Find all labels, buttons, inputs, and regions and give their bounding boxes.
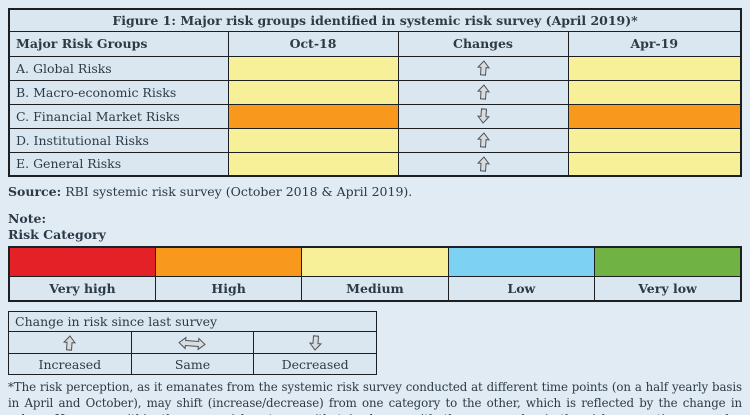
oct18-risk-cell	[227, 127, 399, 153]
change-legend-title-row: Change in risk since last survey	[8, 311, 377, 332]
change-cell	[397, 79, 569, 105]
oct18-risk-cell	[227, 79, 399, 105]
col-header-oct18: Oct-18	[227, 30, 399, 57]
very-high-label: Very high	[8, 275, 156, 302]
up-arrow-icon	[476, 60, 490, 76]
change-legend-arrow-row	[8, 331, 377, 354]
figure-title-row: Figure 1: Major risk groups identified i…	[8, 8, 742, 32]
source-line: Source: RBI systemic risk survey (Octobe…	[8, 184, 742, 199]
risk-group-label: B. Macro-economic Risks	[8, 79, 229, 105]
down-arrow-icon	[308, 335, 322, 351]
increased-label: Increased	[8, 353, 132, 375]
table-row-general-risks: E. General Risks	[8, 151, 742, 177]
high-swatch	[154, 246, 303, 277]
medium-label: Medium	[301, 275, 449, 302]
low-label: Low	[447, 275, 596, 302]
decreased-arrow-cell	[253, 331, 377, 354]
risk-group-label: C. Financial Market Risks	[8, 103, 229, 129]
very-high-swatch	[8, 246, 156, 277]
table-row-global-risks: A. Global Risks	[8, 55, 742, 81]
scale-swatch-row	[8, 246, 742, 277]
table-row-financial-market-risks: C. Financial Market Risks	[8, 103, 742, 129]
risk-category-label: Risk Category	[8, 227, 106, 242]
increased-arrow-cell	[8, 331, 132, 354]
figure-title: Figure 1: Major risk groups identified i…	[8, 8, 742, 32]
change-cell	[397, 127, 569, 153]
down-arrow-icon	[476, 108, 490, 125]
footnote: *The risk perception, as it emanates fro…	[8, 380, 742, 415]
apr19-risk-cell	[567, 79, 742, 105]
up-arrow-icon	[476, 156, 490, 172]
apr19-risk-cell	[567, 127, 742, 153]
col-header-major-risk-groups: Major Risk Groups	[8, 30, 229, 57]
oct18-risk-cell	[227, 151, 399, 177]
change-legend-label-row: Increased Same Decreased	[8, 353, 377, 375]
col-header-apr19: Apr-19	[567, 30, 742, 57]
very-low-label: Very low	[594, 275, 742, 302]
risk-category-scale: Very high High Medium Low Very low	[8, 246, 742, 302]
table-row-macro-economic-risks: B. Macro-economic Risks	[8, 79, 742, 105]
change-cell	[397, 55, 569, 81]
change-legend-table: Change in risk since last survey Increas…	[8, 311, 377, 375]
same-label: Same	[130, 353, 255, 375]
oct18-risk-cell	[227, 55, 399, 81]
note-label: Note:	[8, 211, 47, 226]
high-label: High	[154, 275, 303, 302]
apr19-risk-cell	[567, 151, 742, 177]
same-arrow-cell	[130, 331, 255, 354]
col-header-changes: Changes	[397, 30, 569, 57]
apr19-risk-cell	[567, 103, 742, 129]
table-header-row: Major Risk Groups Oct-18 Changes Apr-19	[8, 30, 742, 57]
apr19-risk-cell	[567, 55, 742, 81]
left-right-arrow-icon	[178, 336, 207, 351]
low-swatch	[447, 246, 596, 277]
table-row-institutional-risks: D. Institutional Risks	[8, 127, 742, 153]
oct18-risk-cell	[227, 103, 399, 129]
risk-groups-table: Figure 1: Major risk groups identified i…	[8, 8, 743, 177]
risk-group-label: E. General Risks	[8, 151, 229, 177]
scale-label-row: Very high High Medium Low Very low	[8, 275, 742, 302]
change-cell	[397, 151, 569, 177]
up-arrow-icon	[476, 132, 490, 148]
up-arrow-icon	[63, 334, 77, 351]
risk-group-label: D. Institutional Risks	[8, 127, 229, 153]
source-label: Source:	[8, 184, 62, 199]
risk-group-label: A. Global Risks	[8, 55, 229, 81]
up-arrow-icon	[476, 84, 490, 100]
change-legend-title: Change in risk since last survey	[8, 311, 377, 332]
source-text: RBI systemic risk survey (October 2018 &…	[61, 184, 413, 199]
change-cell	[397, 103, 569, 129]
very-low-swatch	[594, 246, 742, 277]
medium-swatch	[301, 246, 449, 277]
decreased-label: Decreased	[253, 353, 377, 375]
